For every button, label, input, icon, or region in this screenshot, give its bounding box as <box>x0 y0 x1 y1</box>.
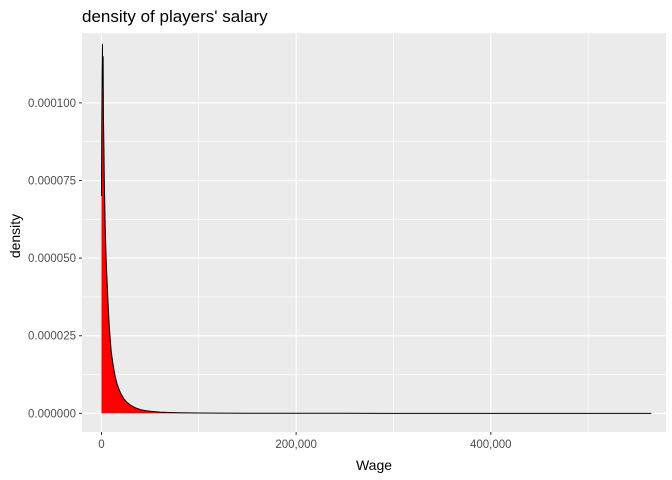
density-marks <box>100 43 652 414</box>
x-axis: 0 200,000 400,000 <box>98 432 512 451</box>
y-axis: 0.000000 0.000025 0.000050 0.000075 0.000100 <box>28 98 82 420</box>
x-tick-label: 0 <box>98 439 104 451</box>
y-axis-title: density <box>7 214 23 258</box>
chart-title: density of players' salary <box>82 7 268 26</box>
y-tick-label: 0.000000 <box>28 408 76 420</box>
y-tick-label: 0.000075 <box>28 175 76 187</box>
x-tick-label: 200,000 <box>275 439 317 451</box>
grid-lines <box>82 33 666 432</box>
plot-panel <box>82 33 666 432</box>
x-axis-title: Wage <box>356 457 392 473</box>
y-tick-label: 0.000025 <box>28 331 76 343</box>
x-tick-label: 400,000 <box>470 439 512 451</box>
density-line <box>100 43 652 414</box>
y-tick-label: 0.000050 <box>28 253 76 265</box>
y-tick-label: 0.000100 <box>28 98 76 110</box>
